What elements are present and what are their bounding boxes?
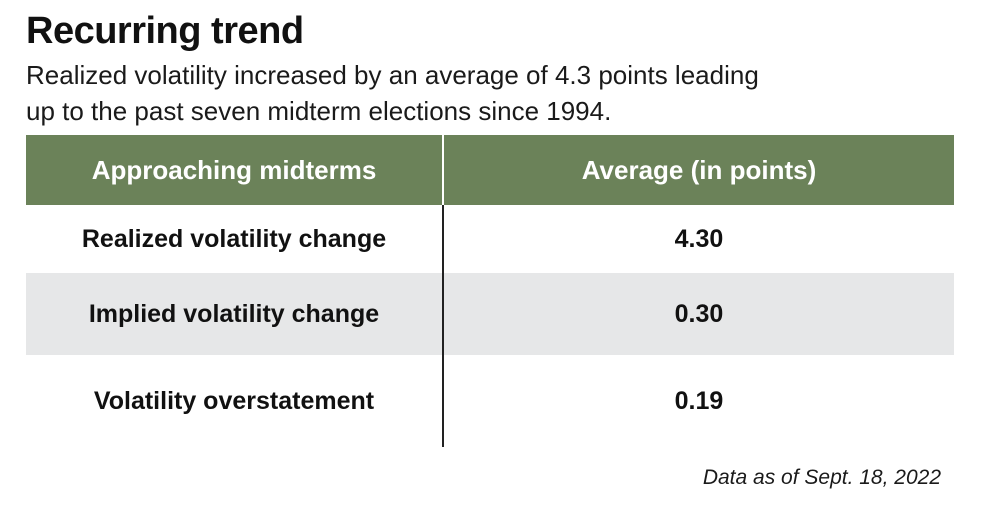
column-header-average: Average (in points) (581, 154, 817, 185)
row-label-implied-volatility: Implied volatility change (26, 273, 444, 355)
row-value-implied-volatility: 0.30 (674, 299, 724, 328)
table-row: Realized volatility change 4.30 (26, 205, 954, 273)
table-header-row: Approaching midterms Average (in points) (26, 135, 954, 205)
subtitle-line: Realized volatility increased by an aver… (26, 60, 759, 90)
subtitle-line: up to the past seven midterm elections s… (26, 96, 612, 126)
chart-title: Recurring trend (26, 10, 304, 52)
row-label-volatility-overstatement: Volatility overstatement (26, 355, 444, 447)
data-table: Approaching midterms Average (in points)… (26, 135, 954, 447)
table-row: Implied volatility change 0.30 (26, 273, 954, 355)
row-label-realized-volatility: Realized volatility change (26, 205, 444, 273)
row-value-realized-volatility: 4.30 (674, 224, 724, 253)
data-date-footnote: Data as of Sept. 18, 2022 (702, 466, 941, 489)
chart-subtitle: Realized volatility increased by an aver… (26, 57, 926, 129)
row-value-volatility-overstatement: 0.19 (674, 386, 724, 415)
table-row: Volatility overstatement 0.19 (26, 355, 954, 447)
column-header-approaching-midterms: Approaching midterms (26, 135, 444, 205)
